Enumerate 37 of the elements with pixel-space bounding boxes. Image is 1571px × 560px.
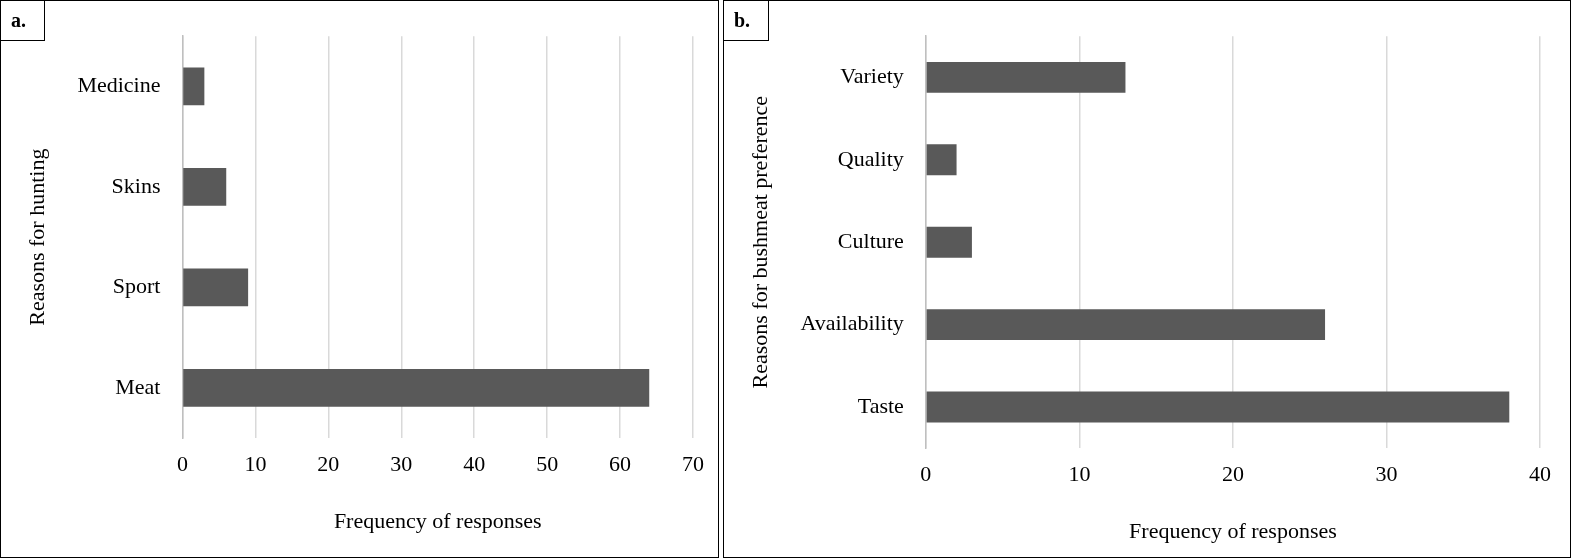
y-tick-label: Quality xyxy=(837,145,904,171)
y-tick-label: Meat xyxy=(115,373,161,399)
x-tick-label: 20 xyxy=(317,451,340,477)
x-tick-label: 50 xyxy=(536,451,559,477)
x-tick-label: 40 xyxy=(1529,461,1551,487)
y-tick-label: Variety xyxy=(840,63,904,89)
bar xyxy=(926,309,1326,341)
bar xyxy=(183,268,249,307)
y-tick-label: Availability xyxy=(800,310,904,336)
y-tick-label: Sport xyxy=(112,273,161,299)
x-tick-label: 10 xyxy=(1068,461,1091,487)
x-tick-label: 0 xyxy=(920,461,932,487)
y-tick-label: Skins xyxy=(111,172,161,198)
y-tick-label: Taste xyxy=(857,392,904,418)
bar xyxy=(926,61,1126,93)
y-axis-title: Reasons for hunting xyxy=(23,148,49,326)
x-tick-label: 70 xyxy=(682,451,704,477)
x-tick-label: 0 xyxy=(176,451,188,477)
x-tick-label: 20 xyxy=(1221,461,1244,487)
bar xyxy=(926,391,1510,423)
x-tick-label: 40 xyxy=(463,451,486,477)
bar xyxy=(183,168,227,206)
x-tick-label: 60 xyxy=(609,451,632,477)
bar xyxy=(183,67,205,106)
x-tick-label: 10 xyxy=(244,451,267,477)
y-axis-title: Reasons for bushmeat preference xyxy=(746,95,772,389)
bar xyxy=(926,226,972,258)
x-tick-label: 30 xyxy=(390,451,413,477)
text: a. xyxy=(1,1,45,41)
bar xyxy=(926,144,957,176)
text: b. xyxy=(724,1,770,41)
x-tick-label: 30 xyxy=(1375,461,1398,487)
x-axis-title: Frequency of responses xyxy=(1129,517,1337,543)
y-tick-label: Culture xyxy=(837,227,904,253)
x-axis-title: Frequency of responses xyxy=(333,507,542,533)
bar xyxy=(183,369,650,407)
y-tick-label: Medicine xyxy=(77,72,161,98)
